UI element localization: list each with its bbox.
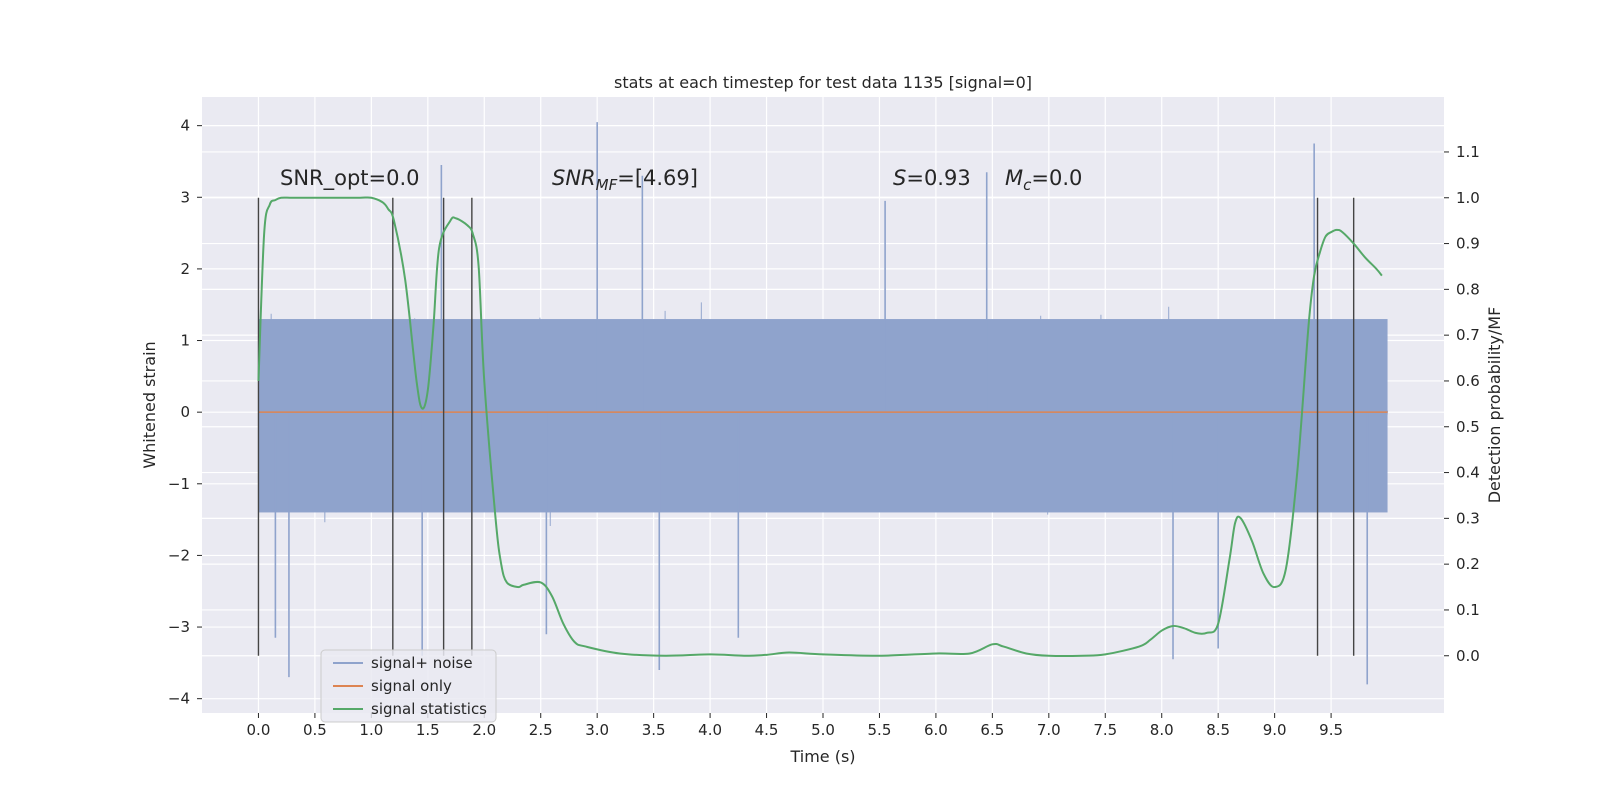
x-tick-label: 5.0 [811, 721, 835, 739]
annotation-mc-symbol: M [1005, 166, 1023, 190]
x-tick-label: 7.0 [1037, 721, 1061, 739]
annotation-mc-value: =0.0 [1031, 166, 1082, 190]
annotation-snr-mf: SNRMF=[4.69] [552, 166, 698, 194]
y-axis-label: Whitened strain [140, 341, 159, 468]
legend-label-signal-only: signal only [371, 677, 452, 695]
x-tick-label: 9.0 [1263, 721, 1287, 739]
x-tick-label: 5.5 [868, 721, 892, 739]
y2-tick-label: 0.0 [1456, 647, 1480, 665]
y2-tick-label: 0.4 [1456, 464, 1480, 482]
annotation-s: S=0.93 [893, 166, 971, 190]
x-tick-label: 2.0 [472, 721, 496, 739]
noise-core-band [258, 122, 1388, 685]
x-tick-label: 0.0 [247, 721, 271, 739]
y-tick-label: −4 [168, 690, 190, 708]
y-axis-ticks: 4 3 2 1 0 −1 −2 −3 −4 [168, 117, 202, 708]
series-signal-statistics [257, 196, 1383, 657]
x-tick-label: 6.5 [980, 721, 1004, 739]
annotation-snr-opt: SNR_opt=0.0 [280, 166, 420, 191]
annotation-s-value: =0.93 [906, 166, 970, 190]
x-axis-ticks: 0.0 0.5 1.0 1.5 2.0 2.5 3.0 3.5 4.0 4.5 5.0 5.5 6.0 6… [247, 713, 1343, 739]
x-tick-label: 0.5 [303, 721, 327, 739]
x-tick-label: 3.0 [585, 721, 609, 739]
y-tick-label: 4 [180, 117, 190, 135]
annotation-snr-mf-value: =[4.69] [617, 166, 698, 190]
vertical-markers [257, 197, 1355, 656]
x-tick-label: 8.0 [1150, 721, 1174, 739]
annotation-s-symbol: S [893, 166, 906, 190]
x-tick-label: 4.5 [755, 721, 779, 739]
noise-core [258, 319, 1388, 513]
x-axis-label: Time (s) [789, 747, 855, 766]
y2-axis-label: Detection probability/MF [1485, 307, 1504, 504]
legend-label-signal-noise: signal+ noise [371, 654, 473, 672]
y2-tick-label: 1.0 [1456, 189, 1480, 207]
legend: signal+ noise signal only signal statist… [320, 649, 497, 723]
y2-tick-label: 1.1 [1456, 143, 1480, 161]
signal-statistics-line [257, 196, 1383, 657]
x-tick-label: 9.5 [1319, 721, 1343, 739]
y-tick-label: 3 [180, 188, 190, 206]
y2-axis-ticks: 1.1 1.0 0.9 0.8 0.7 0.6 0.5 0.4 0.3 0.2 0.1 0.0 [1444, 143, 1480, 665]
y2-tick-label: 0.8 [1456, 280, 1480, 298]
y2-tick-label: 0.5 [1456, 418, 1480, 436]
annotation-mc-subscript: c [1023, 176, 1032, 194]
legend-box [320, 649, 497, 723]
y2-tick-label: 0.7 [1456, 326, 1480, 344]
y-tick-label: −3 [168, 618, 190, 636]
x-tick-label: 7.5 [1093, 721, 1117, 739]
x-tick-label: 4.0 [698, 721, 722, 739]
annotation-snr-mf-subscript: MF [596, 176, 618, 194]
x-tick-label: 6.0 [924, 721, 948, 739]
y2-tick-label: 0.3 [1456, 509, 1480, 527]
y2-tick-label: 0.6 [1456, 372, 1480, 390]
y-tick-label: −2 [168, 546, 190, 564]
x-tick-label: 1.0 [359, 721, 383, 739]
annotation-snr-mf-symbol: SNR [552, 166, 596, 190]
y-tick-label: 1 [180, 332, 190, 350]
y-tick-label: 0 [180, 403, 190, 421]
y2-tick-label: 0.9 [1456, 235, 1480, 253]
x-tick-label: 2.5 [529, 721, 553, 739]
y2-tick-label: 0.1 [1456, 601, 1480, 619]
y-tick-label: 2 [180, 260, 190, 278]
x-tick-label: 1.5 [416, 721, 440, 739]
y-tick-label: −1 [168, 475, 190, 493]
chart-title: stats at each timestep for test data 113… [614, 73, 1032, 92]
x-tick-label: 8.5 [1206, 721, 1230, 739]
y2-tick-label: 0.2 [1456, 555, 1480, 573]
annotation-mc: Mc=0.0 [1005, 166, 1082, 194]
legend-label-signal-statistics: signal statistics [371, 700, 487, 718]
x-tick-label: 3.5 [642, 721, 666, 739]
